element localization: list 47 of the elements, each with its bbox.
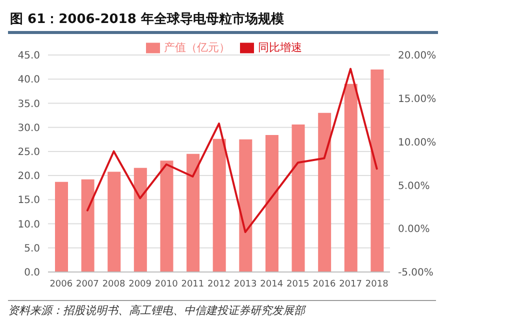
y-tick-label: 30.0 bbox=[18, 122, 40, 134]
x-tick-label: 2018 bbox=[365, 279, 389, 290]
line-series bbox=[86, 68, 378, 234]
y2-tick-label: 5.00% bbox=[398, 180, 430, 192]
y-tick-label: 35.0 bbox=[18, 98, 40, 110]
legend-label: 同比增速 bbox=[258, 41, 302, 54]
bar bbox=[81, 179, 94, 272]
x-tick-label: 2013 bbox=[234, 279, 257, 290]
y2-tick-label: 0.00% bbox=[398, 224, 430, 236]
x-tick-label: 2011 bbox=[181, 279, 204, 290]
bar bbox=[318, 112, 332, 272]
bar bbox=[186, 154, 200, 272]
bar bbox=[134, 168, 147, 272]
legend-label: 产值（亿元） bbox=[164, 41, 230, 54]
y-tick-label: 25.0 bbox=[18, 146, 40, 158]
x-tick-label: 2010 bbox=[154, 279, 178, 290]
bar bbox=[160, 160, 174, 272]
x-tick-label: 2015 bbox=[286, 279, 310, 290]
bar bbox=[344, 84, 358, 272]
bar bbox=[370, 69, 384, 272]
x-tick-label: 2008 bbox=[102, 279, 126, 290]
y-tick-label: 15.0 bbox=[18, 195, 40, 206]
bar bbox=[55, 182, 68, 272]
bar bbox=[239, 139, 252, 272]
x-tick-label: 2007 bbox=[76, 279, 99, 290]
chart-title: 图 61：2006-2018 年全球导电母粒市场规模 bbox=[8, 8, 438, 34]
text: 资料来源：招股说明书、高工锂电、中信建投证券研究发展部 bbox=[8, 300, 436, 318]
bar bbox=[292, 124, 305, 272]
x-tick-label: 2016 bbox=[312, 279, 336, 290]
y-tick-label: 0.0 bbox=[24, 268, 40, 279]
bar bbox=[108, 172, 121, 272]
y-tick-label: 40.0 bbox=[18, 74, 40, 86]
x-tick-label: 2012 bbox=[208, 279, 230, 290]
y2-tick-label: 20.00% bbox=[398, 50, 436, 62]
y2-tick-label: -5.00% bbox=[398, 268, 434, 279]
x-tick-label: 2014 bbox=[260, 279, 284, 290]
y-tick-label: 10.0 bbox=[18, 219, 40, 230]
bar bbox=[212, 138, 226, 272]
y2-tick-label: 10.00% bbox=[398, 137, 436, 148]
bar bbox=[265, 135, 278, 272]
y-tick-label: 5.0 bbox=[24, 243, 40, 254]
x-tick-label: 2006 bbox=[50, 279, 73, 290]
x-tick-label: 2017 bbox=[339, 279, 362, 290]
x-tick-label: 2009 bbox=[128, 279, 152, 290]
y-tick-label: 45.0 bbox=[18, 50, 40, 62]
y-tick-label: 20.0 bbox=[18, 171, 40, 182]
y2-tick-label: 15.00% bbox=[398, 94, 436, 105]
